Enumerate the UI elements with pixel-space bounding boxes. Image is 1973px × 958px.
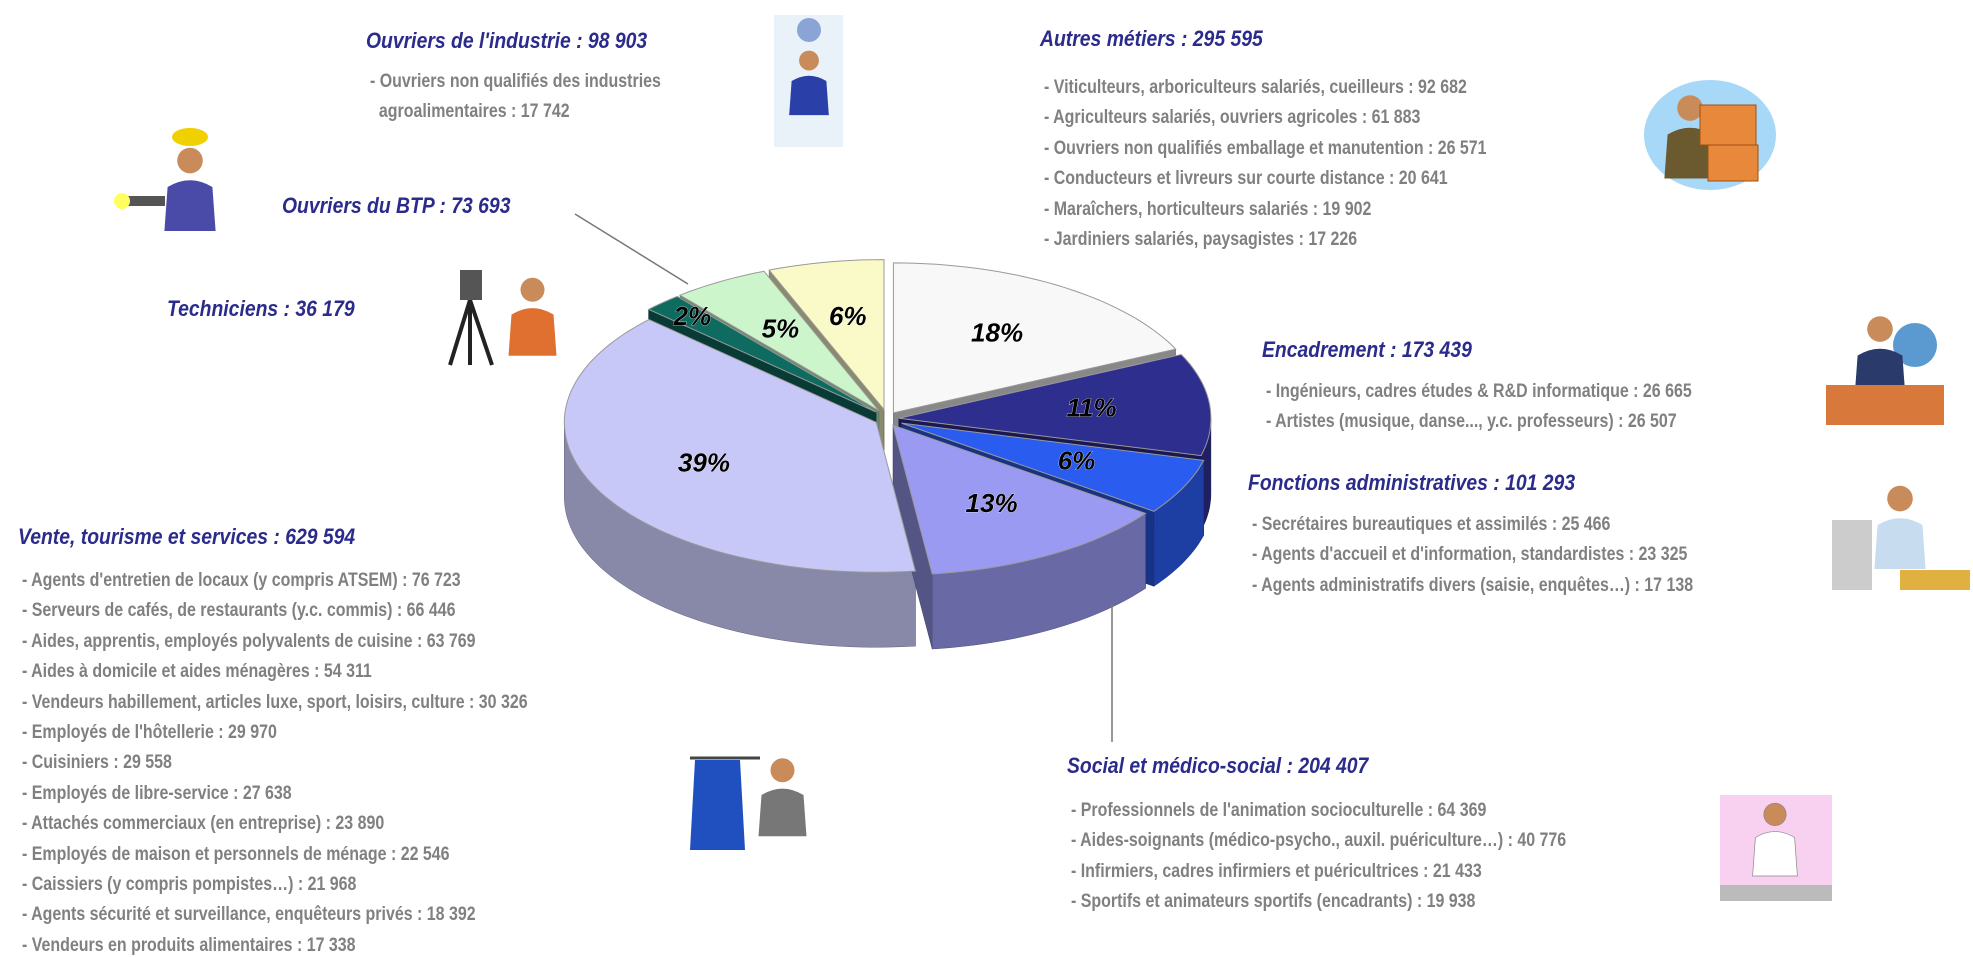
detail-item: - Professionnels de l'animation sociocul…: [1071, 800, 1487, 821]
detail-item: - Agents sécurité et surveillance, enquê…: [22, 904, 476, 926]
detail-item: - Aides, apprentis, employés polyvalents…: [22, 630, 476, 652]
detail-item: - Attachés commerciaux (en entreprise) :…: [22, 813, 385, 835]
slice: [647, 295, 877, 413]
detail-item: - Ingénieurs, cadres études & R&D inform…: [1266, 381, 1692, 402]
value-label: 2%: [673, 301, 712, 331]
detail-item: - Agents d'accueil et d'information, sta…: [1252, 544, 1688, 566]
leader-line: [574, 213, 689, 285]
value-label: 11%: [1066, 392, 1116, 422]
category-title: Social et médico-social : 204 407: [1067, 753, 1369, 778]
category-block: Techniciens : 36 179: [167, 294, 380, 324]
detail-item: - Sportifs et animateurs sportifs (encad…: [1071, 891, 1476, 913]
slice: [563, 319, 917, 573]
detail-item: - Agents d'entretien de locaux (y compri…: [22, 570, 461, 591]
category-block: Vente, tourisme et services : 629 594 - A…: [18, 522, 528, 956]
detail-item: - Conducteurs et livreurs sur courte dis…: [1044, 168, 1448, 190]
slice: [678, 270, 880, 412]
category-block: Fonctions administratives : 101 293 - Sec…: [1248, 468, 1693, 596]
detail-item: - Vendeurs habillement, articles luxe, s…: [22, 691, 528, 713]
value-label: 39%: [678, 447, 730, 477]
clipart-nurse: [1720, 795, 1832, 901]
category-block: Ouvriers du BTP : 73 693: [282, 191, 542, 221]
detail-item: - Viticulteurs, arboriculteurs salariés,…: [1044, 77, 1467, 98]
detail-item: - Jardiniers salariés, paysagistes : 17 …: [1044, 229, 1358, 251]
detail-item: - Aides à domicile et aides ménagères : …: [22, 661, 372, 683]
detail-item: - Caissiers (y compris pompistes…) : 21 …: [22, 874, 357, 896]
pie: 18% 11% 6% 13% 39% 2% 5% 6%: [563, 259, 1212, 650]
category-title: Fonctions administratives : 101 293: [1248, 470, 1576, 495]
detail-item: - Infirmiers, cadres infirmiers et puéri…: [1071, 860, 1482, 882]
clipart-electrician: [114, 128, 216, 231]
clipart-industry: [774, 15, 843, 147]
value-label: 13%: [966, 488, 1018, 518]
detail-item: - Secrétaires bureautiques et assimilés …: [1252, 514, 1611, 535]
detail-item: - Aides-soignants (médico-psycho., auxil…: [1071, 830, 1567, 852]
detail-item: - Vendeurs en produits alimentaires : 17…: [22, 934, 356, 956]
detail-item: - Ouvriers non qualifiés emballage et ma…: [1044, 137, 1487, 159]
clipart-manager: [1826, 316, 1944, 425]
clipart-receptionist: [1832, 485, 1970, 590]
slice: [768, 259, 885, 411]
slice: [892, 424, 1147, 575]
value-label: 6%: [829, 301, 867, 331]
category-block: Social et médico-social : 204 407 - Profe…: [1067, 751, 1566, 912]
detail-item: - Agriculteurs salariés, ouvriers agrico…: [1044, 107, 1421, 129]
value-label: 5%: [762, 314, 800, 344]
detail-item: - Serveurs de cafés, de restaurants (y.c…: [22, 600, 456, 622]
value-label: 18%: [971, 317, 1023, 347]
detail-item: - Employés de maison et personnels de mé…: [22, 843, 450, 865]
category-title: Encadrement : 173 439: [1262, 337, 1472, 362]
category-block: Autres métiers : 295 595 - Viticulteurs, …: [1040, 24, 1487, 250]
slice: [892, 262, 1177, 414]
category-block: Encadrement : 173 439 - Ingénieurs, cadre…: [1262, 335, 1692, 432]
category-title: Ouvriers de l'industrie : 98 903: [366, 28, 648, 53]
detail-item: - Artistes (musique, danse..., y.c. prof…: [1266, 411, 1677, 433]
detail-item: - Ouvriers non qualifiés des industries …: [370, 71, 661, 123]
clipart-seller: [690, 756, 807, 850]
category-title: Vente, tourisme et services : 629 594: [18, 524, 356, 549]
detail-item: - Cuisiniers : 29 558: [22, 752, 172, 774]
detail-item: - Agents administratifs divers (saisie, …: [1252, 574, 1694, 596]
detail-item: - Employés de l'hôtellerie : 29 970: [22, 722, 277, 744]
detail-item: - Maraîchers, horticulteurs salariés : 1…: [1044, 198, 1372, 220]
detail-item: - Employés de libre-service : 27 638: [22, 782, 292, 804]
category-title: Autres métiers : 295 595: [1040, 26, 1263, 51]
clipart-delivery: [1644, 80, 1776, 190]
category-block: Ouvriers de l'industrie : 98 903 - Ouvrie…: [366, 26, 685, 122]
clipart-surveyor: [448, 270, 557, 366]
category-title: Techniciens : 36 179: [167, 296, 355, 321]
slice: [898, 353, 1212, 457]
slice: [901, 422, 1205, 512]
category-title: Ouvriers du BTP : 73 693: [282, 193, 511, 218]
value-label: 6%: [1058, 446, 1096, 476]
